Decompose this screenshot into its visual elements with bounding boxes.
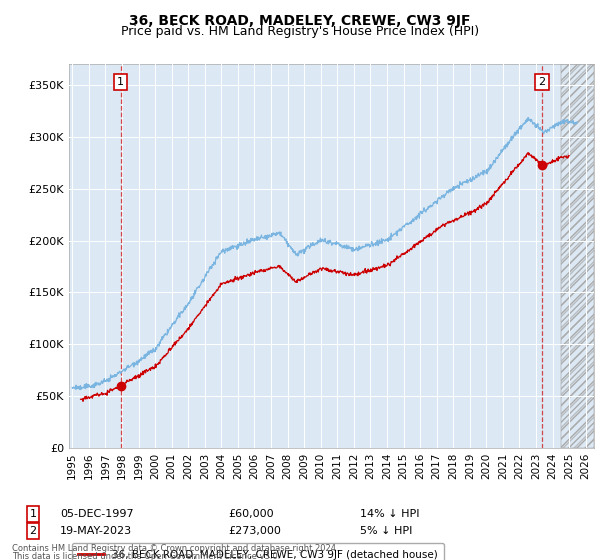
Text: £60,000: £60,000 (228, 509, 274, 519)
Bar (561, 64, 594, 448)
Text: 05-DEC-1997: 05-DEC-1997 (60, 509, 134, 519)
Text: 1: 1 (117, 77, 124, 87)
Text: 2: 2 (29, 526, 37, 536)
Bar (561, 64, 594, 448)
Text: 36, BECK ROAD, MADELEY, CREWE, CW3 9JF: 36, BECK ROAD, MADELEY, CREWE, CW3 9JF (129, 14, 471, 28)
Legend: 36, BECK ROAD, MADELEY, CREWE, CW3 9JF (detached house), HPI: Average price, det: 36, BECK ROAD, MADELEY, CREWE, CW3 9JF (… (71, 543, 444, 560)
Text: Contains HM Land Registry data © Crown copyright and database right 2024.: Contains HM Land Registry data © Crown c… (12, 544, 338, 553)
Text: 5% ↓ HPI: 5% ↓ HPI (360, 526, 412, 536)
Text: 14% ↓ HPI: 14% ↓ HPI (360, 509, 419, 519)
Text: 19-MAY-2023: 19-MAY-2023 (60, 526, 132, 536)
Text: Price paid vs. HM Land Registry's House Price Index (HPI): Price paid vs. HM Land Registry's House … (121, 25, 479, 38)
Text: £273,000: £273,000 (228, 526, 281, 536)
Text: 2: 2 (539, 77, 546, 87)
Text: This data is licensed under the Open Government Licence v3.0.: This data is licensed under the Open Gov… (12, 552, 280, 560)
Text: 1: 1 (29, 509, 37, 519)
